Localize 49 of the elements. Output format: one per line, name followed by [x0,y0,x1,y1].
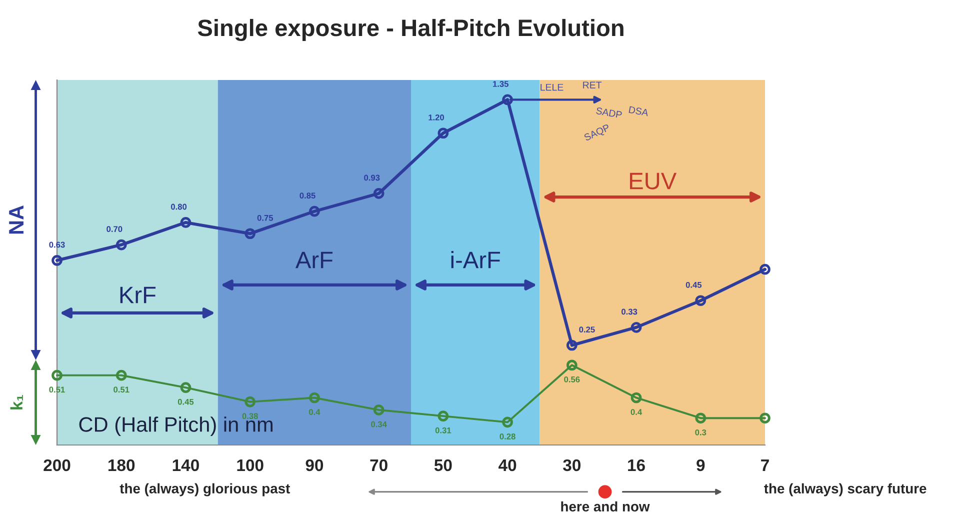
x-tick-label: 30 [563,459,580,472]
data-label: 0.75 [257,214,274,221]
x-tick-label: 40 [498,459,516,472]
data-label: 0.38 [242,413,258,420]
data-label: 0.4 [630,409,642,415]
x-tick-label: 90 [306,459,324,472]
y-axis-title: NA [9,206,24,234]
x-tick-label: 70 [370,459,388,472]
data-label: 0.45 [686,282,702,288]
x-tick-label: 180 [108,459,135,472]
data-label: 1.20 [428,114,444,120]
band-label: EUV [630,172,677,190]
x-tick-label: 16 [628,459,645,472]
x-tick-label: 200 [44,459,70,472]
x-tick-label: 9 [696,459,705,472]
text: here and now [561,501,650,512]
data-label: 0.80 [171,204,187,210]
band-label: KrF [120,286,156,304]
annotation: DSA [628,106,649,116]
data-label: 0.25 [579,326,595,333]
data-label: 0.51 [114,386,130,393]
data-label: 0.31 [435,427,452,434]
annotation: SAQP [584,124,611,143]
annotation: SADP [596,107,622,118]
y-axis-title: k₁ [10,394,23,410]
data-label: 0.70 [106,226,122,232]
data-label: 0.56 [564,376,580,382]
data-label: 0.28 [500,434,516,440]
x-tick-label: 50 [434,459,452,472]
x-tick-label: 140 [172,459,199,472]
band-label: i-ArF [451,250,500,268]
band-label: ArF [295,252,333,268]
text: LELE [540,84,564,91]
x-tick-label: 100 [237,459,264,472]
data-label: 0.51 [49,386,65,393]
data-label: 0.4 [308,409,320,415]
data-label: 0.45 [178,398,194,405]
text: RET [583,82,602,88]
data-label: 0.93 [364,174,380,181]
data-label: 0.33 [622,308,638,315]
data-label: 0.34 [371,421,387,428]
text: the (always) scary future [764,483,926,496]
text: the (always) glorious past [120,483,290,496]
chart-title: Single exposure - Half-Pitch Evolution [198,18,624,42]
data-label: 1.35 [493,80,508,87]
data-label: 0.63 [49,242,65,248]
x-tick-label: 7 [761,460,769,471]
data-label: 0.3 [695,429,706,436]
data-label: 0.85 [300,192,316,199]
